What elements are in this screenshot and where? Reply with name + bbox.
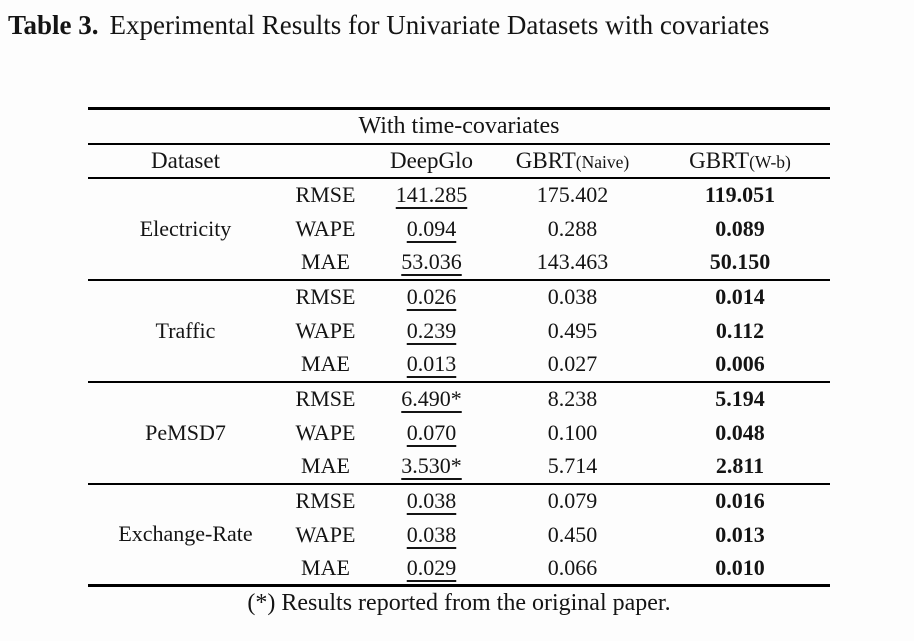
gbrt-wb-value: 119.051 [704,182,776,207]
gbrt-naive-value: 175.402 [536,182,609,207]
gbrt-naive-value: 8.238 [547,386,598,411]
gbrt-wb-value: 5.194 [715,386,765,411]
table-row: WAPE 0.070 0.100 0.048 [88,416,830,450]
col-header-gbrt-wb: GBRT(W-b) [650,143,831,179]
deepglo-value: 53.036 [401,249,462,274]
metric-label: MAE [301,249,350,274]
gbrt-naive-value: 0.027 [547,351,598,376]
gbrt-wb-value: 0.013 [715,521,765,547]
col-header-dataset: Dataset [88,143,283,179]
col-header-gbrt-naive-sub: (Naive) [575,151,630,172]
deepglo-value: 0.026 [406,284,457,309]
gbrt-naive-value: 0.079 [547,488,598,513]
deepglo-value: 0.038 [406,488,457,513]
dataset-label: Traffic [155,317,216,343]
metric-label: WAPE [295,317,356,343]
gbrt-naive-value: 0.288 [547,215,598,241]
gbrt-wb-value: 0.112 [715,317,765,343]
metric-label: RMSE [295,488,356,513]
caption-label: Table 3. [8,10,99,40]
dataset-label: Exchange-Rate [118,521,253,547]
deepglo-value: 0.094 [406,215,457,241]
table-caption: Table 3. Experimental Results for Univari… [8,10,769,41]
group-pemsd7: PeMSD7 RMSE 6.490* 8.238 5.194 WAPE 0.07… [88,381,831,484]
gbrt-wb-value: 0.006 [715,351,765,376]
gbrt-naive-value: 0.066 [547,554,598,580]
span-header-row: With time-covariates [88,108,831,145]
metric-label: MAE [301,351,350,376]
metric-label: MAE [301,453,350,478]
results-table-container: With time-covariates Dataset DeepGlo GBR… [88,107,831,617]
deepglo-value: 0.013 [406,351,457,376]
deepglo-value: 141.285 [395,182,468,207]
col-header-deepglo: DeepGlo [368,143,495,179]
col-header-gbrt-naive: GBRT(Naive) [495,143,650,179]
deepglo-value: 0.239 [406,317,457,343]
metric-label: WAPE [295,215,356,241]
table-row: Traffic RMSE 0.026 0.038 0.014 [88,280,830,343]
metric-label: WAPE [295,521,356,547]
deepglo-value: 0.029 [406,554,457,580]
metric-label: MAE [301,554,350,580]
col-header-gbrt-wb-sub: (W-b) [749,151,791,172]
gbrt-wb-value: 0.014 [715,284,765,309]
table-row: WAPE 0.094 0.288 0.089 [88,212,830,246]
table-row: WAPE 0.038 0.450 0.013 [88,518,830,552]
gbrt-naive-value: 0.495 [547,317,598,343]
table-row: MAE 53.036 143.463 50.150 [88,246,830,280]
gbrt-wb-value: 0.048 [715,419,765,445]
deepglo-value: 3.530* [401,453,462,478]
metric-label: RMSE [295,182,356,207]
gbrt-naive-value: 0.038 [547,284,598,309]
table-footnote: (*) Results reported from the original p… [247,590,671,616]
metric-label: RMSE [295,284,356,309]
caption-text: Experimental Results for Univariate Data… [109,10,770,40]
group-electricity: Electricity RMSE 141.285 175.402 119.051… [88,178,830,280]
table-row: Electricity RMSE 141.285 175.402 119.051 [88,178,830,241]
deepglo-value: 0.038 [406,521,457,547]
gbrt-wb-value: 0.089 [715,215,765,241]
table-row: WAPE 0.239 0.495 0.112 [88,314,830,348]
gbrt-naive-value: 0.100 [547,419,598,445]
deepglo-value: 6.490* [401,386,462,411]
gbrt-naive-value: 143.463 [536,249,609,274]
table-row: MAE 0.013 0.027 0.006 [88,348,830,382]
gbrt-wb-value: 2.811 [715,453,765,478]
metric-label: WAPE [295,419,356,445]
table-row: PeMSD7 RMSE 6.490* 8.238 5.194 [88,382,830,445]
metric-label: RMSE [295,386,356,411]
dataset-label: Electricity [139,215,232,241]
group-traffic: Traffic RMSE 0.026 0.038 0.014 WAPE 0.23… [88,279,831,382]
column-header-row: Dataset DeepGlo GBRT(Naive) GBRT(W-b) [88,143,831,179]
gbrt-naive-value: 0.450 [547,521,598,547]
span-header: With time-covariates [88,108,831,145]
table-row: MAE 3.530* 5.714 2.811 [88,450,830,484]
table-row: Exchange-Rate RMSE 0.038 0.079 0.016 [88,484,830,546]
gbrt-wb-value: 0.010 [715,554,765,580]
gbrt-naive-value: 5.714 [547,453,598,478]
dataset-label: PeMSD7 [145,419,226,445]
deepglo-value: 0.070 [406,419,457,445]
col-header-metric [283,143,368,179]
table-row: MAE 0.029 0.066 0.010 [88,552,830,586]
gbrt-wb-value: 50.150 [709,249,771,274]
gbrt-wb-value: 0.016 [715,488,765,513]
group-exchange-rate: Exchange-Rate RMSE 0.038 0.079 0.016 WAP… [88,483,831,586]
results-table: With time-covariates Dataset DeepGlo GBR… [88,107,831,587]
